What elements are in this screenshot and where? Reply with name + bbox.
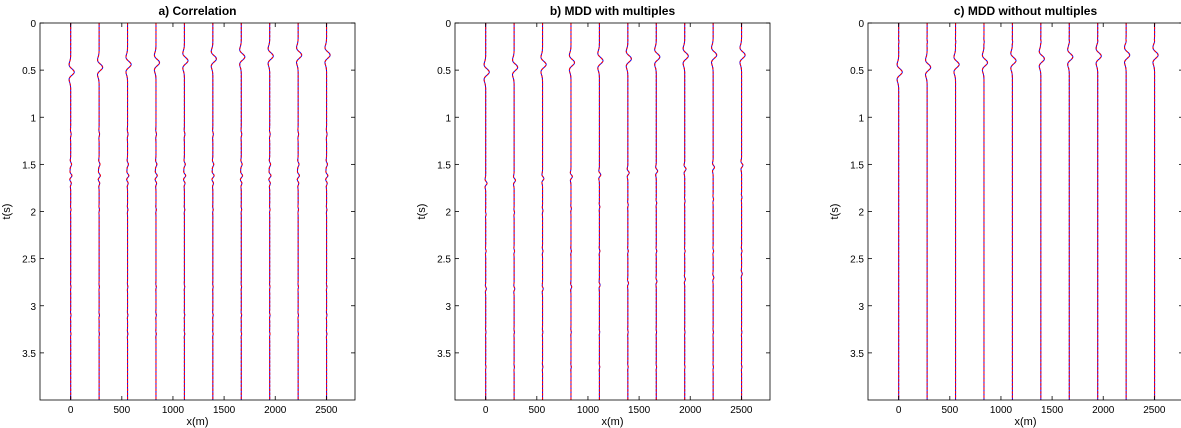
x-tick-label: 500 (113, 405, 130, 416)
x-axis-label: x(m) (187, 416, 209, 428)
trace-red-2 (97, 23, 104, 400)
x-tick-label: 2000 (1092, 405, 1115, 416)
y-tick-label: 2.5 (22, 255, 36, 266)
y-tick-label: 3 (30, 302, 36, 313)
traces (68, 23, 331, 400)
trace-red-1 (68, 23, 75, 400)
y-tick-label: 1.5 (437, 160, 451, 171)
chart-title: b) MDD with multiples (550, 4, 676, 18)
trace-red-7 (239, 23, 246, 400)
x-axis-label: x(m) (602, 416, 624, 428)
y-tick-label: 3 (858, 302, 864, 313)
y-tick-label: 0 (858, 19, 864, 30)
trace-red-2 (512, 23, 519, 400)
y-tick-label: 3 (445, 302, 451, 313)
y-tick-label: 2 (858, 208, 864, 219)
trace-red-5 (1010, 23, 1017, 400)
trace-red-6 (1038, 23, 1045, 400)
x-tick-label: 1500 (1041, 405, 1064, 416)
y-tick-label: 0.5 (850, 66, 864, 77)
trace-red-1 (896, 23, 903, 400)
trace-red-5 (597, 23, 604, 400)
chart-title: c) MDD without multiples (954, 4, 1098, 18)
trace-red-8 (1095, 23, 1102, 400)
y-tick-label: 1 (30, 113, 36, 124)
x-axis-label: x(m) (1015, 416, 1037, 428)
trace-red-10 (324, 23, 331, 400)
traces (483, 23, 746, 400)
trace-red-6 (625, 23, 632, 400)
plot-area (455, 23, 770, 400)
plot-area (40, 23, 355, 400)
trace-red-4 (981, 23, 988, 400)
x-tick-label: 2000 (679, 405, 702, 416)
y-tick-label: 3.5 (850, 349, 864, 360)
trace-red-2 (925, 23, 932, 400)
y-tick-label: 2.5 (850, 255, 864, 266)
trace-red-1 (483, 23, 490, 400)
x-tick-label: 500 (528, 405, 545, 416)
chart-title: a) Correlation (158, 4, 236, 18)
y-tick-label: 1.5 (850, 160, 864, 171)
trace-red-7 (654, 23, 661, 400)
y-tick-label: 0.5 (437, 66, 451, 77)
x-tick-label: 2500 (1143, 405, 1166, 416)
trace-red-4 (568, 23, 575, 400)
trace-red-6 (210, 23, 217, 400)
y-tick-label: 2 (445, 208, 451, 219)
y-tick-label: 3.5 (22, 349, 36, 360)
x-tick-label: 0 (896, 405, 902, 416)
trace-red-9 (1124, 23, 1131, 400)
x-tick-label: 1000 (577, 405, 600, 416)
trace-red-10 (1152, 23, 1159, 400)
trace-red-9 (296, 23, 303, 400)
chart-panel-2: 0 500 1000 1500 2000 2500 0 0.5 1 1.5 2 2.5 3 3.5 b) M… (416, 4, 771, 428)
y-tick-label: 3.5 (437, 349, 451, 360)
trace-red-9 (711, 23, 718, 400)
trace-red-3 (540, 23, 547, 400)
trace-red-5 (182, 23, 189, 400)
trace-red-3 (125, 23, 132, 400)
y-tick-label: 0 (30, 19, 36, 30)
x-tick-label: 1000 (162, 405, 185, 416)
x-tick-label: 2000 (264, 405, 287, 416)
x-tick-label: 2500 (730, 405, 753, 416)
x-tick-label: 500 (941, 405, 958, 416)
y-tick-label: 0.5 (22, 66, 36, 77)
trace-red-8 (267, 23, 274, 400)
chart-panel-3: 0 500 1000 1500 2000 2500 0 0.5 1 1.5 2 2.5 3 3.5 c) M… (829, 4, 1181, 428)
y-axis-label: t(s) (829, 204, 841, 220)
y-tick-label: 1.5 (22, 160, 36, 171)
traces (896, 23, 1159, 400)
y-tick-label: 2.5 (437, 255, 451, 266)
trace-red-8 (682, 23, 689, 400)
y-tick-label: 0 (445, 19, 451, 30)
x-tick-label: 1000 (990, 405, 1013, 416)
y-tick-label: 1 (858, 113, 864, 124)
y-tick-label: 1 (445, 113, 451, 124)
trace-red-4 (153, 23, 160, 400)
trace-red-10 (739, 23, 746, 400)
x-tick-label: 0 (483, 405, 489, 416)
x-tick-label: 2500 (315, 405, 338, 416)
x-tick-label: 1500 (628, 405, 651, 416)
trace-red-7 (1067, 23, 1074, 400)
x-tick-label: 1500 (213, 405, 236, 416)
plot-area (868, 23, 1181, 400)
trace-red-3 (953, 23, 960, 400)
chart-panel-1: 0 500 1000 1500 2000 2500 0 0.5 1 1.5 2 2.5 3 3.5 a) C… (1, 4, 356, 428)
y-axis-label: t(s) (1, 204, 13, 220)
y-axis-label: t(s) (416, 204, 428, 220)
x-tick-label: 0 (68, 405, 74, 416)
y-tick-label: 2 (30, 208, 36, 219)
